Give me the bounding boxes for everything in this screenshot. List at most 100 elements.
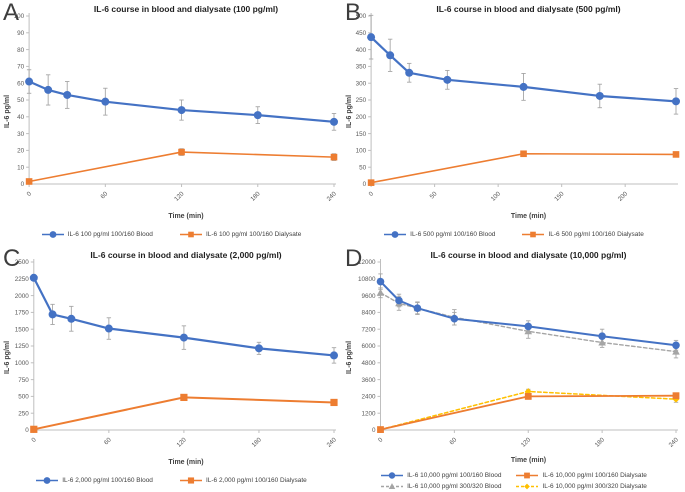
y-tick-label: 0 <box>372 427 376 434</box>
y-tick-label: 0 <box>363 181 367 188</box>
legend-marker-icon <box>179 231 202 238</box>
legend-item: IL-6 10,000 pg/ml 100/160 Dialysate <box>515 471 647 480</box>
series <box>376 273 680 351</box>
y-tick-label: 400 <box>356 47 367 54</box>
legend-label: IL-6 500 pg/ml 100/160 Dialysate <box>548 231 644 238</box>
legend-marker-icon <box>41 231 64 238</box>
y-tick-label: 50 <box>359 164 367 171</box>
legend-item: IL-6 500 pg/ml 100/160 Blood <box>383 230 495 239</box>
x-tick-label: 120 <box>175 436 188 449</box>
legend-b: IL-6 500 pg/ml 100/160 Blood IL-6 500 pg/… <box>342 230 685 239</box>
legend-marker-icon <box>384 231 407 238</box>
line-chart-c: 0 250 500 750 1000 1250 1500 1750 2000 2250 2500 0 6… <box>15 259 338 449</box>
panel-label-c: C <box>3 246 21 272</box>
x-tick-label: 100 <box>490 190 503 203</box>
legend-label: IL-6 500 pg/ml 100/160 Blood <box>410 231 496 238</box>
y-tick-label: 90 <box>17 30 25 37</box>
line-chart-a: 0 10 20 30 40 50 60 70 80 90 100 0 60 120 180 240 <box>14 13 338 203</box>
y-tick-label: 300 <box>356 80 367 87</box>
y-tick-label: 1250 <box>15 343 30 350</box>
y-tick-label: 2000 <box>15 293 30 300</box>
y-tick-label: 0 <box>21 181 25 188</box>
y-tick-label: 150 <box>356 131 367 138</box>
series <box>367 14 680 115</box>
panel-d: D IL-6 course in blood and dialysate (10… <box>342 246 685 492</box>
y-tick-label: 0 <box>25 427 29 434</box>
legend-marker-icon <box>516 483 539 490</box>
y-tick-label: 2500 <box>15 259 30 266</box>
x-axis-label-d: Time (min) <box>510 457 547 464</box>
x-tick-label: 240 <box>668 436 681 449</box>
y-tick-label: 2250 <box>15 276 30 283</box>
x-tick-label: 200 <box>617 190 630 203</box>
series <box>25 69 338 131</box>
legend-d: IL-6 10,000 pg/ml 100/160 Blood IL-6 10,0… <box>342 471 685 491</box>
x-axis-label-a: Time (min) <box>168 213 204 220</box>
legend-marker-icon <box>36 477 59 484</box>
y-tick-label: 500 <box>356 13 367 20</box>
y-tick-label: 80 <box>17 47 25 54</box>
legend-marker-icon <box>381 472 404 479</box>
legend-label: IL-6 100 pg/ml 100/160 Blood <box>67 231 153 238</box>
legend-label: IL-6 10,000 pg/ml 300/320 Blood <box>407 483 502 490</box>
y-tick-label: 10800 <box>358 276 376 283</box>
y-tick-label: 12000 <box>358 259 376 266</box>
x-tick-label: 50 <box>429 190 439 200</box>
x-tick-label: 0 <box>377 436 385 444</box>
x-tick-label: 120 <box>173 190 186 203</box>
legend-marker-icon <box>522 231 545 238</box>
legend-item: IL-6 100 pg/ml 100/160 Blood <box>41 230 153 239</box>
y-tick-label: 70 <box>17 64 25 71</box>
chart-title-d: IL-6 course in blood and dialysate (10,0… <box>430 250 627 260</box>
y-tick-label: 8400 <box>361 310 376 317</box>
legend-label: IL-6 10,000 pg/ml 100/160 Dialysate <box>542 472 647 479</box>
chart-title-c: IL-6 course in blood and dialysate (2,00… <box>90 250 282 260</box>
y-tick-label: 500 <box>18 394 29 401</box>
x-tick-label: 60 <box>103 436 113 446</box>
line-chart-b: 0 50 100 150 200 250 300 350 400 450 500 0 50 100 150 2… <box>356 13 680 203</box>
x-tick-label: 0 <box>368 190 376 198</box>
x-tick-label: 0 <box>26 190 34 198</box>
y-tick-label: 30 <box>17 131 25 138</box>
x-tick-label: 120 <box>520 436 533 449</box>
y-tick-label: 2400 <box>361 394 376 401</box>
legend-item: IL-6 2,000 pg/ml 100/160 Dialysate <box>179 476 307 485</box>
legend-marker-icon <box>381 483 404 490</box>
legend-label: IL-6 2,000 pg/ml 100/160 Blood <box>62 477 153 484</box>
panel-label-b: B <box>345 0 362 26</box>
line-chart-d: 0120024003600480060007200840096001080012… <box>358 259 681 449</box>
y-tick-label: 1000 <box>15 360 30 367</box>
legend-item: IL-6 2,000 pg/ml 100/160 Blood <box>35 476 153 485</box>
legend-item: IL-6 10,000 pg/ml 300/320 Dialysate <box>515 482 647 491</box>
y-tick-label: 100 <box>356 148 367 155</box>
series <box>377 392 680 433</box>
legend-a: IL-6 100 pg/ml 100/160 Blood IL-6 100 pg/… <box>0 230 342 239</box>
y-tick-label: 50 <box>17 97 25 104</box>
x-tick-label: 60 <box>99 190 109 200</box>
legend-marker-icon <box>516 472 539 479</box>
x-tick-label: 60 <box>448 436 458 446</box>
y-tick-label: 1500 <box>15 326 30 333</box>
series <box>367 150 680 186</box>
series <box>29 273 338 364</box>
y-tick-label: 450 <box>356 30 367 37</box>
y-tick-label: 3600 <box>361 377 376 384</box>
legend-item: IL-6 100 pg/ml 100/160 Dialysate <box>179 230 301 239</box>
x-tick-label: 180 <box>249 190 262 203</box>
y-tick-label: 250 <box>356 97 367 104</box>
panel-label-a: A <box>3 0 20 26</box>
legend-label: IL-6 10,000 pg/ml 300/320 Dialysate <box>542 483 647 490</box>
legend-label: IL-6 100 pg/ml 100/160 Dialysate <box>205 231 302 238</box>
series <box>30 393 338 433</box>
legend-item: IL-6 10,000 pg/ml 300/320 Blood <box>380 482 501 491</box>
legend-marker-icon <box>179 477 202 484</box>
x-tick-label: 0 <box>30 436 38 444</box>
chart-title-b: IL-6 course in blood and dialysate (500 … <box>436 4 621 14</box>
y-tick-label: 40 <box>17 114 25 121</box>
y-tick-label: 200 <box>356 114 367 121</box>
y-tick-label: 750 <box>18 377 29 384</box>
legend-item: IL-6 10,000 pg/ml 100/160 Blood <box>380 471 501 480</box>
legend-label: IL-6 10,000 pg/ml 100/160 Blood <box>407 472 502 479</box>
panel-label-d: D <box>345 246 363 272</box>
y-tick-label: 7200 <box>361 326 376 333</box>
